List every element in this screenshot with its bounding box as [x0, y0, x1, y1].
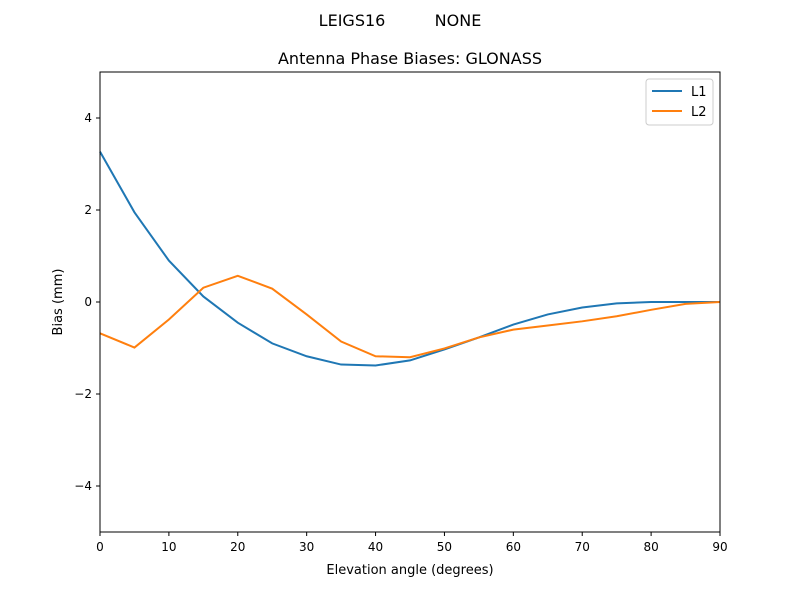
- x-tick-label: 60: [506, 540, 521, 554]
- legend-label-l2: L2: [691, 105, 707, 120]
- legend-label-l1: L1: [691, 85, 707, 100]
- x-tick-label: 30: [299, 540, 314, 554]
- chart-title: Antenna Phase Biases: GLONASS: [278, 49, 542, 68]
- x-tick-label: 50: [437, 540, 452, 554]
- x-tick-label: 10: [161, 540, 176, 554]
- x-tick-label: 90: [712, 540, 727, 554]
- x-tick-label: 80: [643, 540, 658, 554]
- x-tick-label: 40: [368, 540, 383, 554]
- x-tick-label: 0: [96, 540, 104, 554]
- x-tick-label: 70: [575, 540, 590, 554]
- series-line-l2: [99, 274, 721, 359]
- suptitle-station: LEIGS16: [319, 11, 386, 30]
- suptitle-radome: NONE: [435, 11, 482, 30]
- plot-frame: [99, 71, 721, 533]
- y-tick-label: −4: [74, 479, 92, 493]
- y-axis-label: Bias (mm): [51, 269, 66, 336]
- y-tick-label: 0: [84, 295, 92, 309]
- y-tick-label: −2: [74, 387, 92, 401]
- series-line-l1: [99, 151, 720, 367]
- y-tick-label: 2: [84, 203, 92, 217]
- y-tick-label: 4: [84, 111, 92, 125]
- x-tick-label: 20: [230, 540, 245, 554]
- legend: L1 L2: [645, 78, 714, 126]
- x-axis-label: Elevation angle (degrees): [326, 563, 493, 578]
